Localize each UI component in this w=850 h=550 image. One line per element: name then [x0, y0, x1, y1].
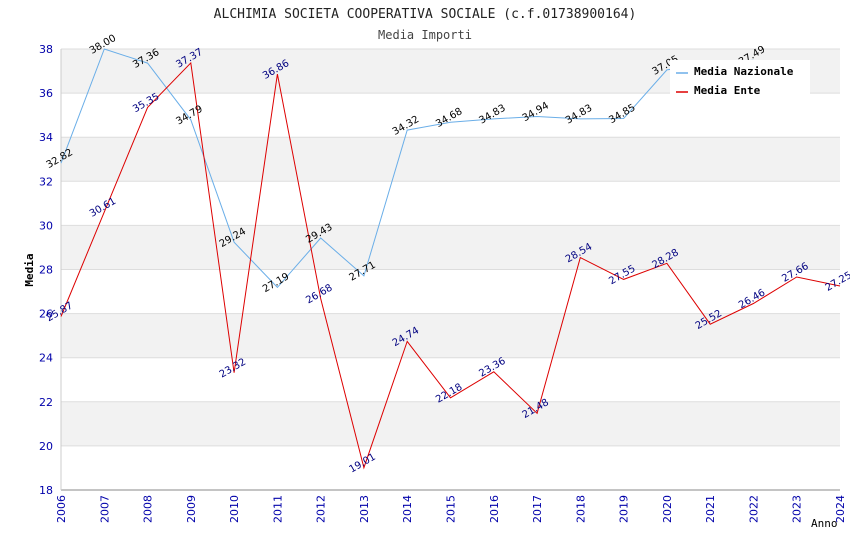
y-tick-label: 32: [39, 175, 53, 188]
chart-title: ALCHIMIA SOCIETA COOPERATIVA SOCIALE (c.…: [214, 7, 637, 22]
plot-band: [61, 225, 840, 270]
x-tick-labels: 2006 2007 2008 2009 2010 2011 2012 2013 2014 2015…: [55, 495, 847, 523]
data-label: 23.32: [218, 357, 248, 381]
y-tick-label: 28: [39, 264, 53, 277]
plot-band: [61, 313, 840, 358]
plot-band: [61, 401, 840, 446]
series-lines: [60, 48, 841, 470]
data-label: 34.94: [521, 100, 551, 124]
x-tick-label: 2011: [271, 495, 284, 523]
x-tick-label: 2020: [661, 495, 674, 523]
data-label: 34.83: [477, 103, 507, 127]
data-label: 34.85: [607, 102, 637, 126]
y-tick-label: 22: [39, 396, 53, 409]
x-tick-label: 2014: [401, 495, 414, 523]
x-tick-label: 2022: [747, 495, 760, 523]
y-tick-label: 24: [39, 352, 53, 365]
x-tick-label: 2010: [228, 495, 241, 523]
y-tick-label: 36: [39, 87, 53, 100]
x-tick-label: 2007: [98, 495, 111, 523]
y-tick-label: 18: [39, 484, 53, 497]
series-line-ente: [60, 61, 841, 470]
data-label: 34.79: [174, 104, 204, 128]
data-label: 34.83: [564, 103, 594, 127]
x-tick-label: 2018: [574, 495, 587, 523]
data-label: 26.46: [737, 287, 767, 311]
legend: Media Nazionale Media Ente: [670, 60, 810, 100]
x-tick-label: 2019: [618, 495, 631, 523]
y-tick-label: 34: [39, 131, 53, 144]
data-label: 19.01: [348, 452, 378, 476]
x-axis-label: Anno: [811, 517, 838, 530]
x-tick-label: 2016: [488, 495, 501, 523]
x-tick-label: 2012: [315, 495, 328, 523]
y-tick-label: 20: [39, 440, 53, 453]
y-tick-label: 38: [39, 43, 53, 56]
chart-subtitle: Media Importi: [378, 28, 472, 42]
plot-bands: [61, 49, 840, 446]
x-tick-label: 2015: [445, 495, 458, 523]
x-tick-label: 2009: [185, 495, 198, 523]
x-tick-label: 2024: [834, 495, 847, 523]
x-tick-label: 2021: [704, 495, 717, 523]
grid-lines: [61, 48, 840, 491]
y-tick-labels: 18 20 22 24 26 28 30 32 34 36 38: [39, 43, 53, 497]
legend-label-ente: Media Ente: [694, 84, 761, 97]
data-label: 23.36: [477, 356, 507, 380]
data-label: 34.68: [434, 106, 464, 130]
legend-label-nazionale: Media Nazionale: [694, 65, 794, 78]
legend-box: [670, 60, 810, 100]
y-tick-label: 26: [39, 308, 53, 321]
x-tick-label: 2023: [791, 495, 804, 523]
y-tick-label: 30: [39, 219, 53, 232]
plot-band: [61, 137, 840, 182]
x-tick-label: 2008: [142, 495, 155, 523]
data-label: 27.25: [824, 270, 850, 294]
x-tick-label: 2013: [358, 495, 371, 523]
data-label: 26.68: [304, 283, 334, 307]
x-tick-label: 2017: [531, 495, 544, 523]
y-axis-label: Media: [23, 253, 36, 286]
series-line-nazionale: [60, 48, 754, 289]
x-tick-label: 2006: [55, 495, 68, 523]
